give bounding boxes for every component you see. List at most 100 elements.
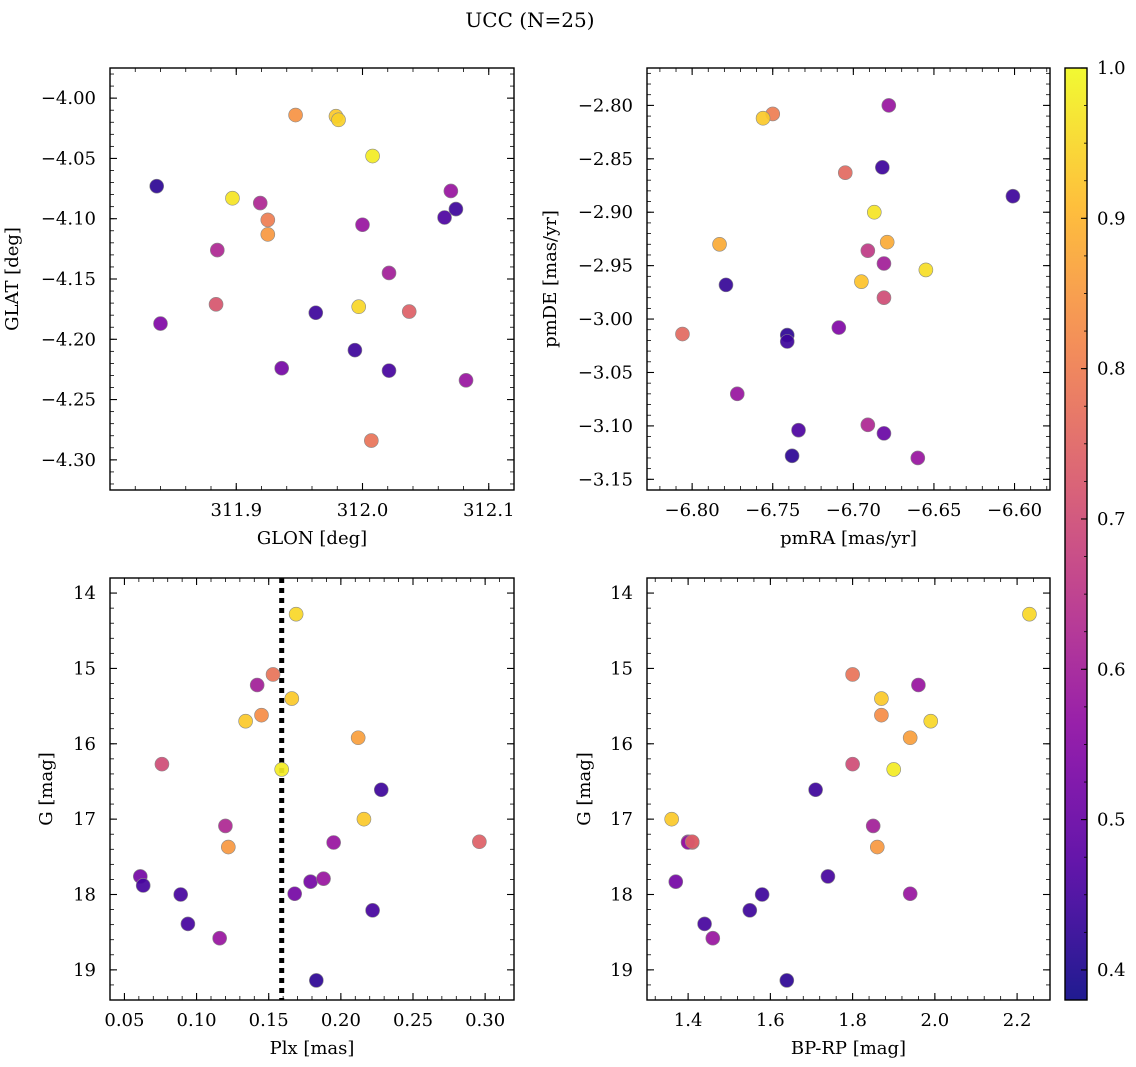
- y-tick-label: 17: [610, 809, 633, 830]
- data-point: [874, 691, 889, 706]
- x-tick-label: 1.6: [756, 1010, 785, 1031]
- data-point: [254, 707, 269, 723]
- x-tick-label: −6.60: [987, 500, 1042, 521]
- data-point: [135, 878, 151, 893]
- data-point: [274, 360, 290, 376]
- colorbar-frame: [1064, 67, 1088, 1001]
- data-point: [308, 305, 324, 321]
- data-point: [779, 973, 795, 988]
- data-point: [355, 217, 370, 233]
- data-point: [365, 148, 380, 164]
- data-point: [911, 677, 926, 693]
- data-point: [309, 973, 324, 988]
- data-point: [364, 433, 379, 448]
- figure-title: UCC (N=25): [465, 8, 594, 32]
- data-point: [458, 372, 474, 388]
- data-point: [866, 204, 882, 220]
- data-point: [712, 236, 727, 252]
- y-tick-label: −2.85: [578, 149, 633, 170]
- y-tick-label: 16: [610, 734, 633, 755]
- data-point: [860, 417, 876, 433]
- data-point: [274, 762, 290, 777]
- plot-frame: [109, 577, 515, 1001]
- y-axis-label: G [mag]: [574, 752, 595, 825]
- data-point: [443, 183, 459, 199]
- data-point: [718, 277, 734, 293]
- data-point: [791, 422, 806, 438]
- y-tick-label: 15: [73, 658, 96, 679]
- y-tick-label: −2.90: [578, 202, 633, 223]
- data-point: [684, 834, 700, 850]
- data-point: [742, 903, 758, 918]
- data-point: [287, 886, 302, 902]
- x-tick-label: 312.0: [337, 500, 389, 521]
- data-point: [881, 98, 897, 113]
- y-tick-label: −2.80: [578, 95, 633, 116]
- data-point: [923, 713, 939, 729]
- data-point: [316, 871, 331, 886]
- y-tick-label: −3.00: [578, 309, 633, 330]
- data-point: [876, 256, 892, 271]
- data-point: [472, 834, 487, 850]
- data-point: [837, 165, 853, 180]
- data-point: [265, 667, 281, 682]
- data-point: [831, 320, 847, 335]
- y-tick-label: −3.05: [578, 362, 633, 383]
- data-point: [664, 811, 679, 827]
- panel-2: −6.80 −6.75 −6.70 −6.65 −6.60 −2.80 −2.85 −2.90…: [540, 67, 1051, 549]
- y-tick-label: −4.30: [41, 450, 96, 471]
- data-point: [218, 818, 233, 834]
- data-point: [303, 874, 318, 889]
- data-point: [784, 448, 800, 464]
- colorbar-tick-label: 0.6: [1097, 659, 1126, 680]
- data-point: [845, 756, 860, 772]
- y-tick-label: −2.95: [578, 256, 633, 277]
- data-point: [1022, 606, 1037, 622]
- colorbar-tick-label: 1.0: [1097, 58, 1126, 79]
- data-point: [154, 756, 170, 772]
- data-point: [448, 201, 464, 217]
- data-point: [347, 342, 363, 358]
- y-tick-label: 18: [610, 885, 633, 906]
- data-point: [208, 297, 224, 312]
- x-tick-label: −6.65: [906, 500, 961, 521]
- data-point: [210, 242, 225, 258]
- data-point: [149, 178, 165, 194]
- data-point: [221, 839, 236, 855]
- data-point: [284, 691, 300, 706]
- data-point: [910, 450, 926, 466]
- data-point: [350, 730, 366, 746]
- data-point: [755, 110, 771, 126]
- x-axis-label: BP-RP [mag]: [791, 1038, 906, 1059]
- data-point: [865, 818, 881, 834]
- data-point: [212, 930, 227, 946]
- panel-4: 1.4 1.6 1.8 2.0 2.2 14 15 16 17 18 19 BP-RP [mag] G …: [574, 577, 1051, 1059]
- colorbar-tick-label: 0.7: [1097, 509, 1126, 530]
- data-point: [225, 190, 240, 206]
- x-tick-label: 0.10: [177, 1010, 217, 1031]
- y-tick-label: 18: [73, 885, 96, 906]
- data-point: [854, 274, 869, 289]
- data-point: [260, 212, 276, 228]
- x-axis-label: pmRA [mas/yr]: [780, 528, 917, 549]
- data-point: [437, 210, 452, 225]
- panel-1: 311.9 312.0 312.1 −4.00 −4.05 −4.10 −4.15 −4.20…: [2, 67, 515, 549]
- data-point: [249, 677, 265, 693]
- x-tick-label: 0.05: [104, 1010, 144, 1031]
- data-point: [820, 869, 836, 884]
- y-tick-label: −3.15: [578, 469, 633, 490]
- data-point: [365, 903, 380, 918]
- x-tick-label: 0.20: [321, 1010, 361, 1031]
- x-axis-label: GLON [deg]: [257, 528, 367, 549]
- y-tick-label: −4.20: [41, 329, 96, 350]
- data-point: [401, 304, 417, 319]
- x-tick-label: −6.80: [665, 500, 720, 521]
- plot-frame: [646, 577, 1051, 1001]
- data-point: [779, 334, 795, 349]
- data-point: [1005, 188, 1021, 204]
- data-point: [326, 835, 341, 850]
- colorbar-tick-label: 0.9: [1097, 208, 1126, 229]
- y-tick-label: 19: [610, 960, 633, 981]
- y-tick-label: 14: [73, 583, 96, 604]
- data-point: [180, 916, 196, 932]
